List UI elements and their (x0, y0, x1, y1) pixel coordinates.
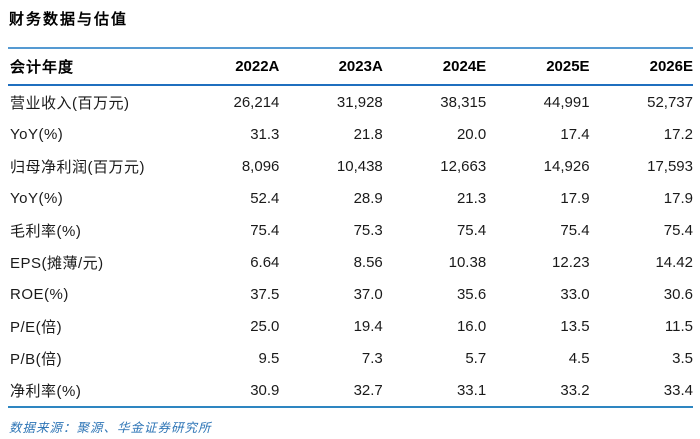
data-source-note: 数据来源：聚源、华金证券研究所 (9, 420, 212, 435)
cell-value: 35.6 (456, 285, 487, 303)
cell-value: 13.5 (560, 317, 590, 335)
table-row: 净利率(%) 30.9 32.7 33.1 33.2 33.4 (8, 374, 693, 407)
cell-value: 17.2 (663, 125, 693, 143)
row-label: EPS(摊薄/元) (10, 254, 104, 272)
cell-value: 33.2 (560, 381, 590, 399)
cell-value: 20.0 (456, 125, 487, 143)
cell-value: 16.0 (456, 317, 487, 335)
cell-value: 31,928 (336, 93, 383, 111)
cell-value: 30.9 (250, 381, 280, 399)
cell-value: 75.4 (456, 221, 487, 239)
header-year-2026e: 2026E (649, 58, 693, 75)
table-row: YoY(%) 31.3 21.8 20.0 17.4 17.2 (8, 118, 693, 150)
cell-value: 30.6 (663, 285, 693, 303)
cell-value: 10,438 (336, 157, 383, 175)
row-label: YoY(%) (10, 189, 64, 207)
cell-value: 38,315 (440, 93, 487, 111)
cell-value: 21.3 (456, 189, 487, 207)
row-label: 营业收入(百万元) (10, 94, 130, 112)
row-label: 归母净利润(百万元) (10, 158, 145, 176)
cell-value: 21.8 (353, 125, 383, 143)
cell-value: 75.3 (353, 221, 383, 239)
table-header-row: 会计年度 2022A 2023A 2024E 2025E 2026E (8, 48, 693, 85)
cell-value: 10.38 (448, 253, 487, 271)
table-row: P/B(倍) 9.5 7.3 5.7 4.5 3.5 (8, 342, 693, 374)
cell-value: 17.9 (663, 189, 693, 207)
cell-value: 33.1 (456, 381, 487, 399)
cell-value: 31.3 (250, 125, 280, 143)
cell-value: 17,593 (647, 157, 693, 175)
cell-value: 9.5 (258, 349, 280, 367)
cell-value: 37.0 (353, 285, 383, 303)
header-year-2025e: 2025E (546, 58, 590, 75)
table-row: 毛利率(%) 75.4 75.3 75.4 75.4 75.4 (8, 214, 693, 246)
cell-value: 75.4 (560, 221, 590, 239)
row-label: 净利率(%) (10, 382, 82, 400)
header-year-2024e: 2024E (442, 58, 487, 75)
table-body: 营业收入(百万元) 26,214 31,928 38,315 44,991 52,737 Y… (8, 85, 693, 407)
cell-value: 11.5 (664, 317, 693, 335)
table-row: P/E(倍) 25.0 19.4 16.0 13.5 11.5 (8, 310, 693, 342)
cell-value: 75.4 (663, 221, 693, 239)
table-row: YoY(%) 52.4 28.9 21.3 17.9 17.9 (8, 182, 693, 214)
cell-value: 26,214 (233, 93, 280, 111)
financials-table: 会计年度 2022A 2023A 2024E 2025E 2026E 营业收入(… (8, 47, 693, 408)
cell-value: 7.3 (361, 349, 383, 367)
table-row: 营业收入(百万元) 26,214 31,928 38,315 44,991 52,737 (8, 85, 693, 118)
cell-value: 33.4 (663, 381, 693, 399)
cell-value: 52.4 (250, 189, 280, 207)
header-fiscal-year: 会计年度 (10, 59, 75, 76)
cell-value: 8.56 (353, 253, 383, 271)
table-row: EPS(摊薄/元) 6.64 8.56 10.38 12.23 14.42 (8, 246, 693, 278)
row-label: P/B(倍) (10, 350, 63, 368)
cell-value: 37.5 (250, 285, 280, 303)
cell-value: 3.5 (672, 349, 693, 367)
table-row: 归母净利润(百万元) 8,096 10,438 12,663 14,926 17,593 (8, 150, 693, 182)
cell-value: 8,096 (241, 157, 280, 175)
cell-value: 32.7 (353, 381, 383, 399)
row-label: 毛利率(%) (10, 222, 82, 240)
cell-value: 4.5 (568, 349, 590, 367)
cell-value: 17.4 (560, 125, 590, 143)
table-header: 会计年度 2022A 2023A 2024E 2025E 2026E (8, 48, 693, 85)
cell-value: 6.64 (250, 253, 280, 271)
cell-value: 5.7 (465, 349, 487, 367)
cell-value: 12.23 (552, 253, 590, 271)
cell-value: 14,926 (543, 157, 590, 175)
row-label: P/E(倍) (10, 318, 63, 336)
cell-value: 17.9 (560, 189, 590, 207)
row-label: YoY(%) (10, 125, 64, 143)
cell-value: 25.0 (250, 317, 280, 335)
cell-value: 33.0 (560, 285, 590, 303)
cell-value: 52,737 (647, 93, 693, 111)
cell-value: 28.9 (353, 189, 383, 207)
cell-value: 75.4 (250, 221, 280, 239)
cell-value: 19.4 (353, 317, 383, 335)
row-label: ROE(%) (10, 285, 69, 303)
page-title: 财务数据与估值 (9, 10, 129, 28)
header-year-2023a: 2023A (338, 58, 383, 75)
cell-value: 14.42 (655, 253, 693, 271)
header-year-2022a: 2022A (235, 58, 280, 75)
cell-value: 12,663 (440, 157, 487, 175)
table-row: ROE(%) 37.5 37.0 35.6 33.0 30.6 (8, 278, 693, 310)
cell-value: 44,991 (543, 93, 590, 111)
